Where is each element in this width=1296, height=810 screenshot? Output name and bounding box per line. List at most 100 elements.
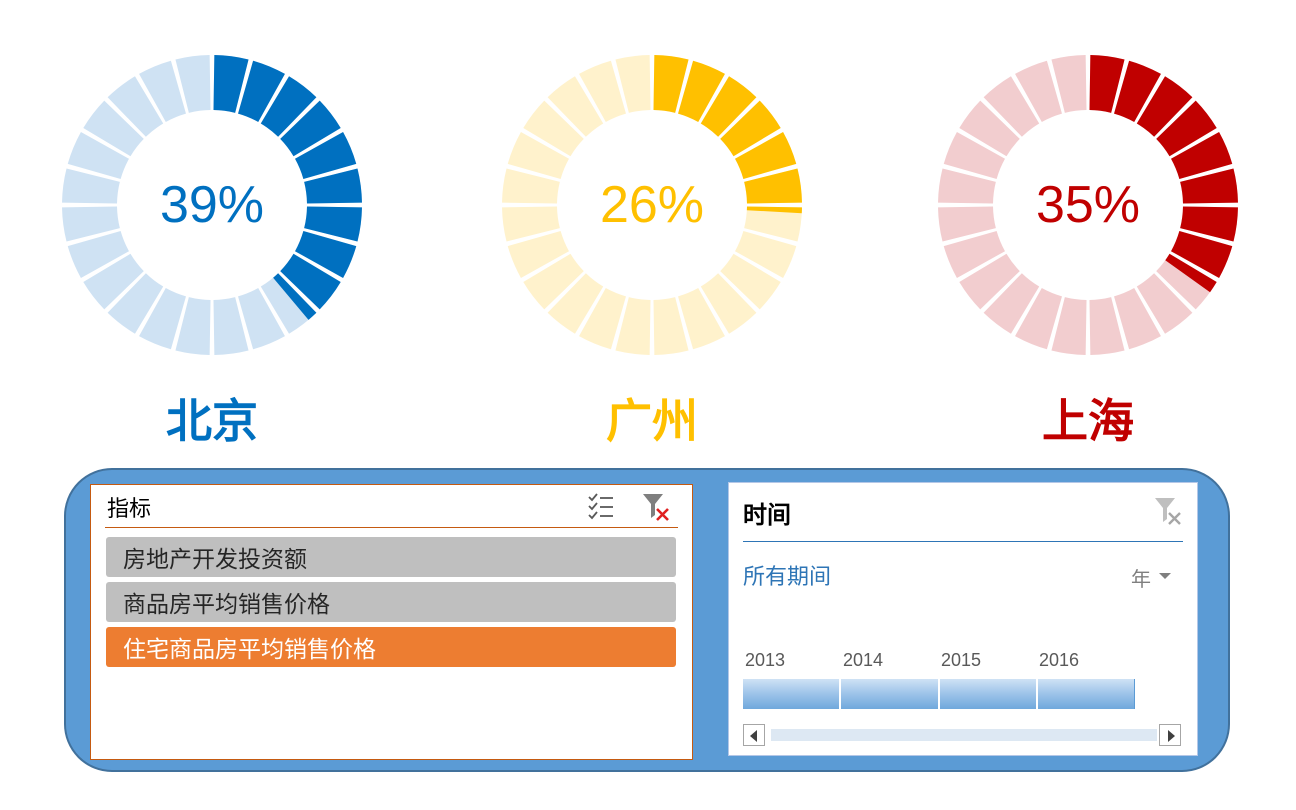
multi-select-icon[interactable] — [585, 491, 617, 523]
donut-track-segment-shanghai — [1089, 297, 1125, 355]
donut-percent-label: 39% — [159, 176, 265, 234]
time-level-dropdown[interactable]: 年 — [1131, 567, 1151, 591]
donut-track-segment-guangzhou — [678, 288, 725, 350]
donut-value-segment-beijing — [304, 206, 362, 242]
slicer-item-residential-housing-avg-price[interactable]: 住宅商品房平均销售价格 — [106, 627, 676, 667]
donut-chart-shanghai: 35% — [933, 50, 1243, 360]
donut-track-segment-shanghai — [1051, 297, 1087, 355]
donut-value-segment-shanghai — [1180, 168, 1238, 204]
donut-track-segment-guangzhou — [502, 206, 560, 242]
donut-value-segment-guangzhou — [735, 132, 797, 179]
timeline-divider — [743, 541, 1183, 542]
donut-track-segment-shanghai — [1114, 288, 1161, 350]
timeline-period-segment[interactable] — [841, 679, 940, 709]
donut-track-segment-shanghai — [938, 168, 996, 204]
scrollbar-track[interactable] — [771, 729, 1157, 741]
donut-track-segment-guangzhou — [579, 288, 626, 350]
indicator-slicer: 指标 房地产开发投资额 商品房平均销售价格 住宅商品房平均销售价格 — [90, 484, 693, 760]
city-label-guangzhou: 广州 — [606, 394, 698, 448]
donut-track-segment-guangzhou — [615, 55, 651, 113]
donut-track-segment-beijing — [62, 206, 120, 242]
donut-track-segment-beijing — [213, 297, 249, 355]
donut-value-segment-beijing — [273, 273, 317, 320]
donut-value-segment-beijing — [260, 76, 317, 137]
donut-value-segment-guangzhou — [746, 206, 802, 214]
timeline-year-label: 2016 — [1039, 650, 1080, 670]
donut-track-segment-shanghai — [1015, 288, 1062, 350]
donut-percent-label: 35% — [1035, 176, 1141, 234]
donut-track-segment-beijing — [238, 288, 285, 350]
donut-track-segment-beijing — [83, 100, 144, 157]
donut-value-segment-beijing — [295, 132, 357, 179]
timeline-period-segment[interactable] — [939, 679, 1038, 709]
donut-track-segment-guangzhou — [547, 76, 604, 137]
chevron-down-icon[interactable] — [1159, 573, 1171, 579]
timeline-year-label: 2015 — [941, 650, 982, 670]
donut-value-segment-beijing — [213, 55, 249, 113]
time-timeline: 时间 所有期间 年 2013 2014 2015 2016 — [728, 482, 1198, 756]
donut-value-segment-shanghai — [1171, 132, 1233, 179]
donut-track-segment-shanghai — [938, 206, 996, 242]
donut-track-segment-shanghai — [1015, 60, 1062, 122]
donut-svg-shanghai — [938, 55, 1238, 355]
slicer-divider — [105, 527, 678, 528]
donut-track-segment-beijing — [175, 297, 211, 355]
timeline-period-segment[interactable] — [1037, 679, 1135, 709]
donut-chart-guangzhou: 26% — [497, 50, 807, 360]
donut-track-segment-guangzhou — [653, 297, 689, 355]
timeline-period-segment[interactable] — [743, 679, 842, 709]
donut-track-segment-guangzhou — [744, 206, 802, 242]
donut-value-segment-shanghai — [1114, 60, 1161, 122]
donut-track-segment-guangzhou — [502, 168, 560, 204]
slicer-item-commercial-housing-avg-price[interactable]: 商品房平均销售价格 — [106, 582, 676, 622]
donut-value-segment-shanghai — [1089, 55, 1125, 113]
donut-track-segment-shanghai — [1136, 273, 1193, 334]
donut-value-segment-beijing — [280, 100, 341, 157]
donut-value-segment-guangzhou — [678, 60, 725, 122]
donut-svg-guangzhou — [502, 55, 802, 355]
donut-track-segment-shanghai — [959, 100, 1020, 157]
donut-value-segment-guangzhou — [653, 55, 689, 113]
city-label-beijing: 北京 — [166, 394, 258, 448]
donut-chart-beijing: 39% — [57, 50, 367, 360]
donut-value-segment-beijing — [280, 253, 341, 310]
donut-value-segment-shanghai — [1136, 76, 1193, 137]
donut-value-segment-shanghai — [1171, 231, 1233, 278]
timeline-year-label: 2013 — [745, 650, 786, 670]
donut-value-segment-guangzhou — [744, 168, 802, 204]
donut-track-segment-guangzhou — [700, 273, 757, 334]
clear-filter-icon[interactable] — [641, 491, 673, 523]
donut-track-segment-beijing — [67, 132, 129, 179]
scroll-left-icon[interactable] — [743, 724, 765, 746]
donut-track-segment-shanghai — [943, 132, 1005, 179]
donut-track-segment-beijing — [260, 273, 317, 334]
slicer-item-real-estate-investment[interactable]: 房地产开发投资额 — [106, 537, 676, 577]
timeline-title: 时间 — [743, 501, 791, 529]
donut-value-segment-shanghai — [1180, 206, 1238, 242]
donut-value-segment-beijing — [304, 168, 362, 204]
donut-track-segment-beijing — [107, 76, 164, 137]
donut-track-segment-shanghai — [943, 231, 1005, 278]
donut-track-segment-guangzhou — [547, 273, 604, 334]
donut-value-segment-beijing — [295, 231, 357, 278]
donut-track-segment-guangzhou — [523, 253, 584, 310]
donut-value-segment-guangzhou — [700, 76, 757, 137]
donut-svg-beijing — [62, 55, 362, 355]
clear-filter-icon[interactable] — [1153, 495, 1185, 527]
donut-percent-label: 26% — [599, 176, 705, 234]
donut-track-segment-beijing — [139, 60, 186, 122]
donut-track-segment-shanghai — [983, 76, 1040, 137]
donut-track-segment-beijing — [107, 273, 164, 334]
donut-track-segment-shanghai — [1051, 55, 1087, 113]
donut-value-segment-shanghai — [1165, 253, 1217, 293]
slicer-title: 指标 — [107, 497, 152, 522]
donut-value-segment-shanghai — [1156, 100, 1217, 157]
period-label[interactable]: 所有期间 — [743, 565, 832, 590]
timeline-range-bar[interactable] — [743, 679, 1135, 709]
donut-track-segment-guangzhou — [615, 297, 651, 355]
donut-track-segment-guangzhou — [735, 231, 797, 278]
donut-track-segment-beijing — [62, 168, 120, 204]
timeline-scrollbar[interactable] — [743, 724, 1183, 746]
scroll-right-icon[interactable] — [1159, 724, 1181, 746]
donut-track-segment-beijing — [83, 253, 144, 310]
